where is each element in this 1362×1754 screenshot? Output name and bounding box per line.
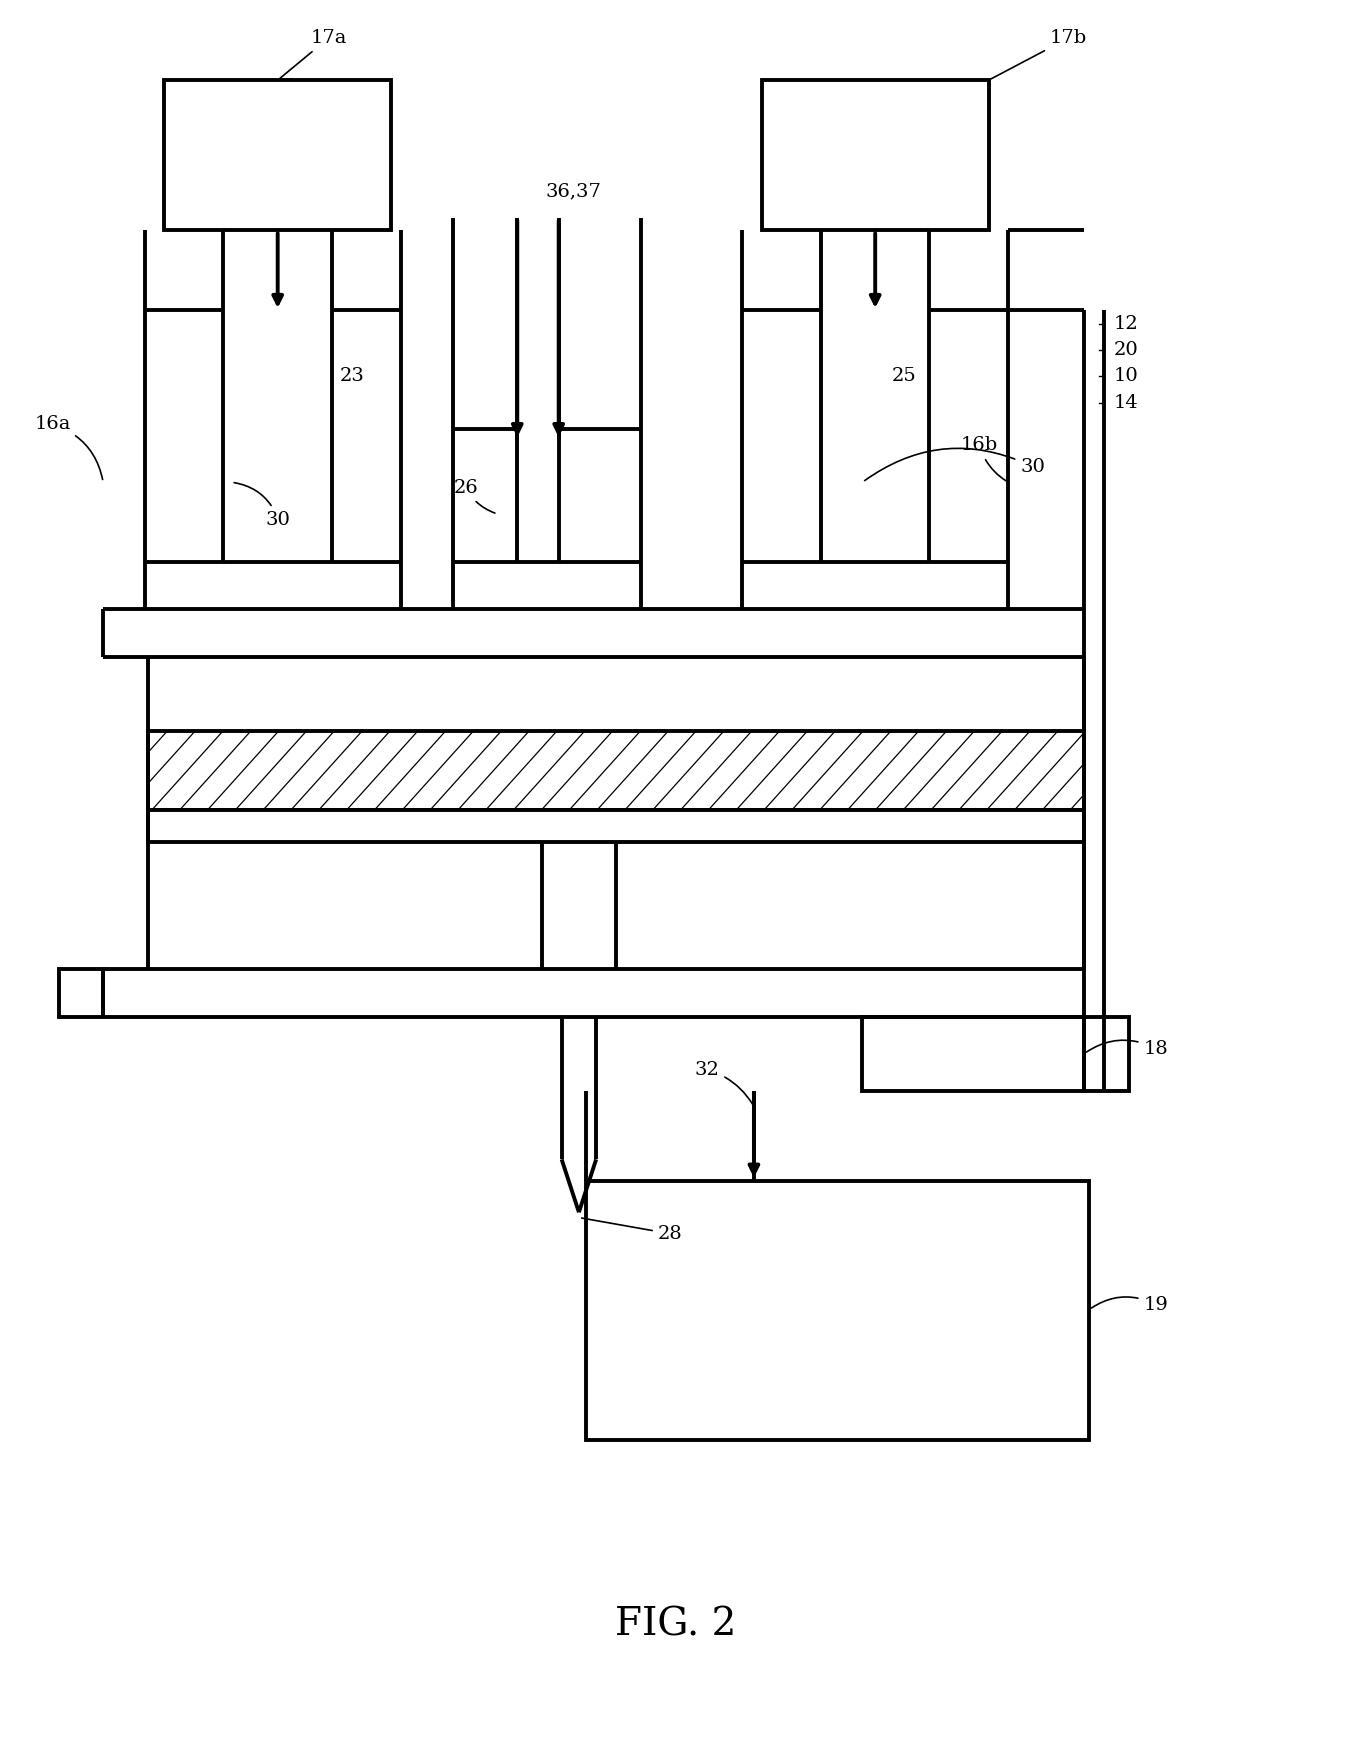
Text: 16a: 16a (34, 416, 102, 479)
Text: 17a: 17a (279, 30, 346, 79)
Text: 16b: 16b (962, 437, 1007, 481)
Text: 25: 25 (892, 367, 917, 386)
Bar (761, 81, 989, 230)
Bar (862, 1017, 1084, 1091)
Bar (147, 810, 1084, 842)
Bar (147, 731, 1084, 810)
Text: 10: 10 (1114, 367, 1139, 386)
Text: 30: 30 (865, 449, 1045, 481)
Text: 23: 23 (339, 367, 365, 386)
Text: 28: 28 (582, 1217, 682, 1242)
Text: 18: 18 (1087, 1040, 1169, 1058)
Bar (586, 1180, 1090, 1440)
Bar (59, 968, 104, 1017)
Text: 12: 12 (1114, 314, 1139, 333)
Text: 19: 19 (1091, 1296, 1169, 1314)
Text: 14: 14 (1114, 395, 1139, 412)
Bar (165, 81, 391, 230)
Text: 20: 20 (1114, 340, 1139, 360)
Text: 36,37: 36,37 (546, 182, 602, 200)
Bar (1084, 1017, 1129, 1091)
Text: 30: 30 (234, 482, 290, 528)
Text: 32: 32 (695, 1061, 752, 1103)
Text: FIG. 2: FIG. 2 (616, 1607, 737, 1643)
Text: 26: 26 (454, 479, 494, 514)
Text: 17b: 17b (992, 30, 1087, 79)
